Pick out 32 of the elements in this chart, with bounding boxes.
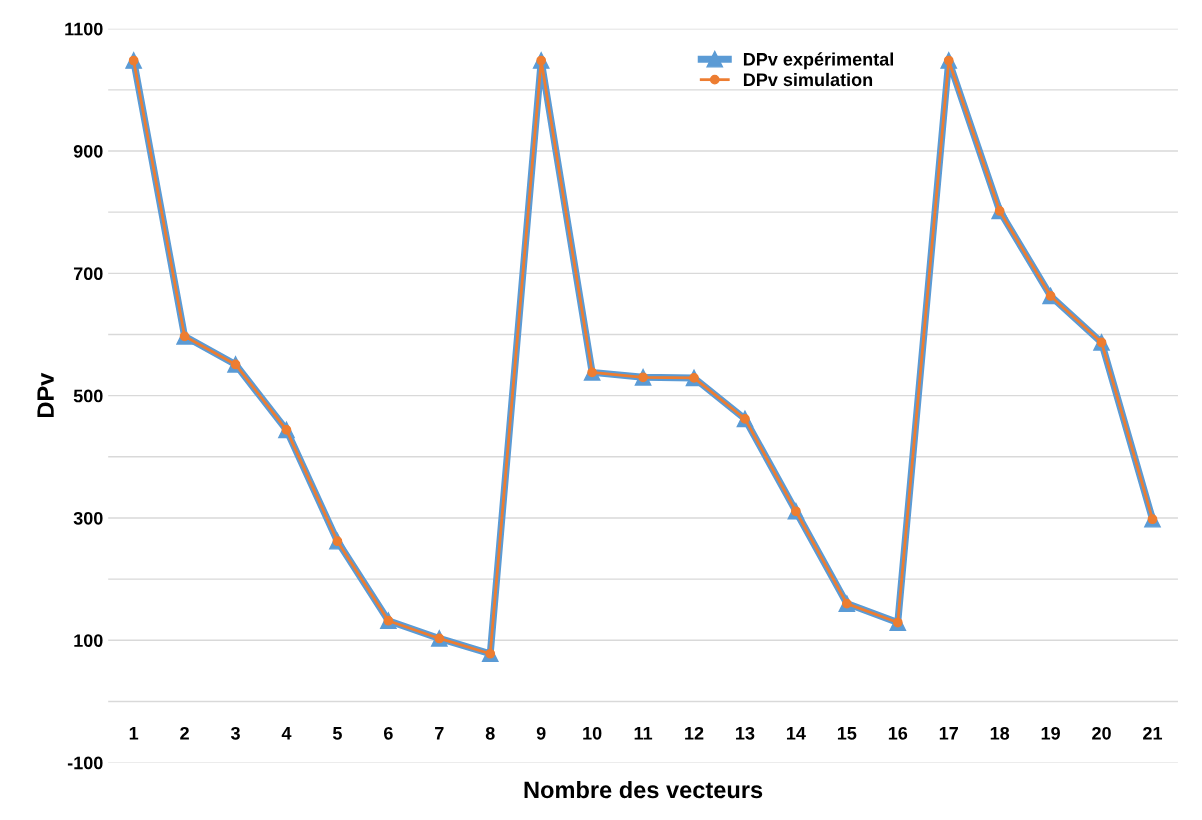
x-tick-label: 10 — [583, 726, 602, 740]
y-tick-label: 100 — [74, 634, 103, 647]
x-tick-label: 20 — [1092, 726, 1111, 740]
x-tick-label: 15 — [837, 727, 857, 740]
y-tick-label: 1100 — [65, 22, 103, 36]
x-tick-label: 7 — [435, 727, 444, 740]
x-tick-label: 3 — [230, 726, 240, 740]
x-tick-label: 14 — [786, 727, 806, 740]
x-tick-label: 13 — [736, 726, 755, 740]
x-tick-label: 8 — [485, 726, 495, 740]
x-tick-label: 2 — [180, 726, 189, 740]
x-tick-label: 4 — [281, 727, 292, 740]
x-tick-label: 1 — [129, 727, 139, 740]
x-tick-label: 5 — [332, 727, 342, 740]
y-axis-title: DPv — [37, 372, 54, 418]
y-tick-label: 700 — [73, 267, 103, 281]
x-tick-label: 17 — [939, 727, 958, 740]
x-tick-label: 18 — [990, 726, 1010, 740]
y-tick-label: 500 — [73, 389, 103, 403]
x-tick-label: 21 — [1143, 726, 1163, 740]
x-tick-label: 9 — [536, 726, 546, 740]
y-tick-label: 300 — [73, 511, 103, 525]
legend-label: DPv simulation — [743, 72, 873, 87]
x-tick-label: 12 — [685, 726, 704, 740]
x-axis-title: Nombre des vecteurs — [524, 780, 763, 799]
y-tick-label: 900 — [73, 144, 103, 158]
x-tick-label: 16 — [888, 726, 908, 740]
x-tick-label: 19 — [1041, 726, 1060, 740]
y-tick-label: -100 — [67, 756, 103, 770]
legend-label: DPv expérimental — [743, 52, 893, 70]
x-tick-label: 6 — [384, 726, 393, 740]
x-tick-label: 11 — [634, 727, 653, 740]
